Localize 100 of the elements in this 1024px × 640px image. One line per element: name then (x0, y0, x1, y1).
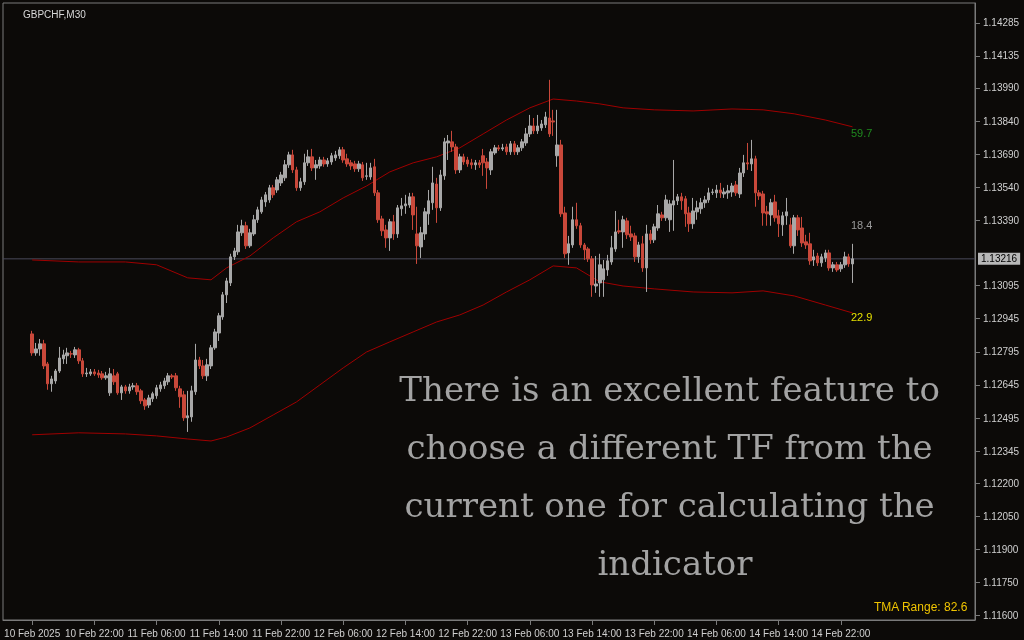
candlestick (108, 367, 112, 397)
candlestick (754, 155, 757, 208)
annotation: 18.4 (851, 219, 873, 231)
candlestick (365, 162, 368, 181)
candlestick (330, 152, 333, 166)
y-tick-label: 1.12495 (983, 412, 1020, 424)
annotation: TMA Range: 82.6 (873, 600, 968, 614)
candlestick (719, 182, 722, 199)
y-tick-label: 1.11750 (983, 576, 1019, 588)
y-tick-label: 1.13540 (983, 181, 1020, 193)
candlestick (672, 159, 675, 232)
candlestick (555, 109, 559, 168)
candlestick (715, 184, 718, 199)
candlestick (532, 117, 535, 135)
y-tick-label: 1.13990 (983, 82, 1020, 94)
candlestick (326, 157, 329, 168)
candlestick (792, 214, 796, 255)
candlestick (509, 140, 512, 156)
candlestick (707, 187, 710, 204)
candlestick (89, 368, 92, 377)
candlestick (594, 255, 598, 294)
candlestick (808, 232, 812, 266)
y-tick-label: 1.11900 (983, 543, 1019, 555)
candlestick (334, 150, 337, 162)
candlestick (843, 251, 847, 269)
x-tick-label: 12 Feb 22:00 (438, 627, 498, 639)
x-tick-label: 13 Feb 14:00 (562, 627, 622, 639)
candlestick (314, 159, 318, 181)
x-tick-label: 13 Feb 06:00 (500, 627, 560, 639)
candlestick (392, 214, 395, 241)
candlestick (470, 158, 473, 170)
candlestick (369, 162, 372, 181)
candlestick (388, 218, 392, 252)
candlestick (746, 142, 749, 171)
candlestick (201, 359, 205, 380)
candlestick (271, 184, 275, 199)
candlestick (404, 194, 407, 215)
candlestick (824, 249, 827, 263)
candlestick (462, 153, 465, 166)
candlestick (116, 371, 119, 396)
y-tick-label: 1.13690 (983, 148, 1020, 160)
candlestick (166, 372, 170, 386)
candlestick (722, 187, 726, 199)
candlestick (617, 219, 621, 235)
candlestick (93, 368, 96, 377)
y-tick-label: 1.14135 (983, 50, 1020, 62)
candlestick (357, 160, 361, 173)
candlestick (182, 390, 186, 422)
y-tick-label: 1.12345 (983, 445, 1020, 457)
ref-line-label: 1.13216 (981, 253, 1018, 265)
x-tick-label: 11 Feb 22:00 (251, 627, 311, 639)
candlestick (544, 111, 547, 129)
y-tick-label: 1.11600 (983, 610, 1019, 622)
candlestick (820, 253, 823, 268)
x-tick-label: 14 Feb 22:00 (811, 627, 871, 639)
y-tick-label: 1.13095 (983, 280, 1020, 292)
annotation: 59.7 (851, 127, 873, 139)
candlestick (513, 140, 516, 156)
candlestick (30, 330, 34, 357)
candlestick (730, 182, 734, 198)
candlestick (641, 235, 644, 273)
candlestick (236, 224, 240, 256)
candlestick (598, 253, 602, 298)
candlestick (750, 139, 753, 172)
candlestick (244, 221, 248, 250)
candlestick (645, 224, 648, 293)
candlestick (501, 143, 504, 152)
y-tick-label: 1.13840 (983, 115, 1020, 127)
candlestick (474, 159, 477, 171)
candlestick (761, 190, 765, 227)
annotation: There is an excellent feature to choose a different TF from the current one for calculating the indicator (399, 369, 951, 583)
candlestick (163, 377, 166, 390)
candlestick (124, 384, 127, 395)
candlestick (816, 252, 819, 267)
x-tick-label: 10 Feb 2025 (4, 627, 61, 639)
y-tick-label: 1.12795 (983, 346, 1020, 358)
candlestick (835, 261, 839, 273)
x-tick-label: 14 Feb 14:00 (749, 627, 809, 639)
x-tick-label: 12 Feb 06:00 (313, 627, 374, 639)
candlestick (789, 217, 792, 249)
candlestick (812, 249, 815, 267)
candlestick (353, 160, 357, 173)
candlestick (100, 370, 104, 381)
candlestick (155, 384, 158, 400)
candlestick (186, 390, 189, 433)
text: GBPCHF,M30 (23, 8, 87, 20)
candlestick (338, 146, 341, 160)
candlestick (548, 79, 551, 138)
candlestick (147, 394, 151, 409)
candlestick (268, 184, 271, 204)
candlestick (341, 146, 345, 164)
candlestick (97, 369, 100, 379)
candlestick (505, 143, 508, 156)
y-tick-label: 1.12945 (983, 313, 1020, 325)
candlestick (128, 383, 131, 395)
candlestick (536, 114, 539, 135)
candlestick (800, 216, 804, 248)
candlestick (466, 156, 469, 168)
candlestick (831, 261, 835, 273)
candlestick (85, 367, 88, 378)
